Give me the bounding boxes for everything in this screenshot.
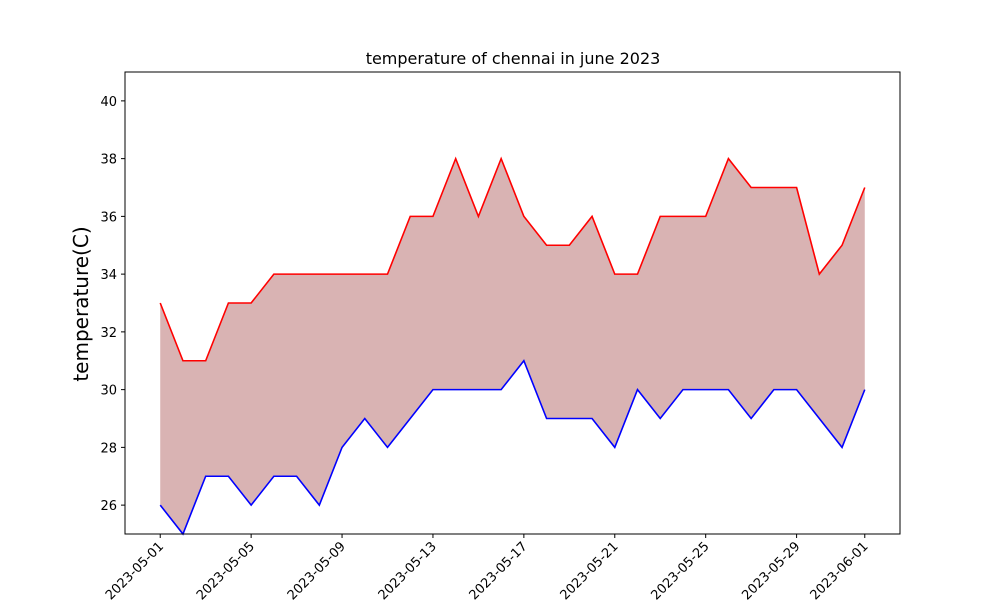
max-temperature-line [159, 156, 866, 362]
y-tick-label: 28 [100, 441, 117, 456]
min-temperature-line [159, 359, 866, 536]
y-tick-label: 40 [100, 95, 117, 110]
y-tick-label: 38 [100, 153, 117, 168]
series-lines-layer [159, 156, 866, 536]
temperature-range-fill [160, 158, 865, 534]
y-tick-label: 30 [100, 384, 117, 399]
y-axis-label: temperature(C) [69, 226, 93, 381]
plot-frame [124, 71, 901, 535]
y-tick-label: 34 [100, 268, 117, 283]
y-tick-label: 32 [100, 326, 117, 341]
temperature-range-fill-layer [160, 158, 865, 534]
y-tick-label: 26 [100, 499, 117, 514]
chart-title: temperature of chennai in june 2023 [366, 49, 661, 68]
y-tick-label: 36 [100, 210, 117, 225]
